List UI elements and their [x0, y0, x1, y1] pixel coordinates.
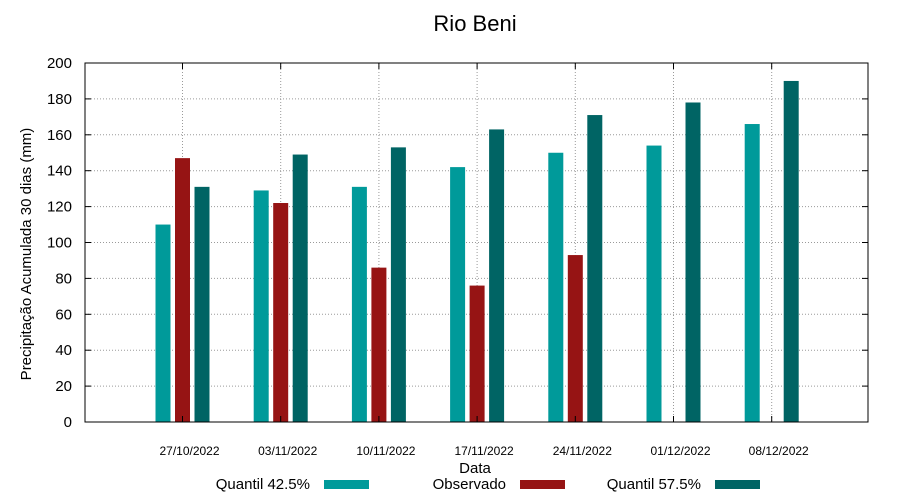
y-tick-label: 0	[64, 414, 72, 431]
bars	[155, 80, 799, 423]
bar	[194, 186, 210, 422]
bar	[351, 186, 367, 422]
chart-title: Rio Beni	[433, 11, 516, 36]
x-tick-label: 08/12/2022	[749, 444, 809, 458]
x-tick-label: 24/11/2022	[553, 444, 612, 458]
y-tick-label: 60	[55, 306, 72, 323]
bar	[587, 115, 603, 423]
y-tick-label: 100	[47, 235, 72, 252]
x-tick-label: 27/10/2022	[159, 444, 219, 458]
bar	[292, 154, 308, 423]
bar	[685, 102, 701, 423]
bar	[548, 152, 564, 422]
x-tick-label: 03/11/2022	[258, 444, 317, 458]
y-tick-label: 120	[47, 199, 72, 216]
legend-swatch	[520, 480, 565, 489]
x-tick-label: 10/11/2022	[356, 444, 415, 458]
y-tick-label: 20	[55, 378, 72, 395]
legend-label: Quantil 57.5%	[607, 476, 701, 493]
plot-frame	[84, 62, 869, 423]
y-tick-label: 180	[47, 91, 72, 108]
y-tick-label: 140	[47, 163, 72, 180]
bar	[450, 167, 466, 422]
legend: Quantil 42.5% Observado Quantil 57.5%	[216, 476, 760, 493]
bar	[371, 267, 387, 422]
y-axis-ticks: 0 20 40 60 80 100 120 140 160 180 200	[47, 55, 868, 431]
x-axis-label: Data	[459, 460, 491, 477]
y-tick-label: 200	[47, 55, 72, 72]
legend-swatch	[715, 480, 760, 489]
bar	[744, 124, 760, 422]
x-tick-label: 17/11/2022	[455, 444, 514, 458]
legend-swatch	[324, 480, 369, 489]
bar	[175, 158, 190, 422]
bar	[646, 145, 662, 422]
bar	[783, 80, 799, 422]
y-tick-label: 160	[47, 127, 72, 144]
legend-label: Quantil 42.5%	[216, 476, 310, 493]
x-axis-ticks: 27/10/2022 03/11/2022 10/11/2022 17/11/2022…	[159, 63, 809, 458]
bar	[253, 190, 269, 422]
y-tick-label: 40	[55, 342, 72, 359]
x-tick-label: 01/12/2022	[650, 444, 710, 458]
legend-label: Observado	[433, 476, 506, 493]
bar	[469, 285, 485, 422]
y-tick-label: 80	[55, 270, 72, 287]
bar	[489, 129, 505, 423]
y-axis-label: Precipitação Acumulada 30 dias (mm)	[18, 128, 35, 381]
bar	[567, 255, 583, 422]
bar	[273, 203, 289, 422]
bar	[155, 224, 171, 422]
bar	[390, 147, 406, 423]
